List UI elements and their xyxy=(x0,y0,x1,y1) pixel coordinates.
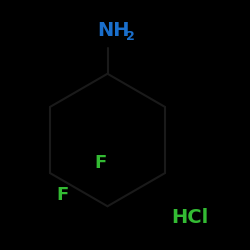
Text: 2: 2 xyxy=(126,30,135,43)
Text: F: F xyxy=(56,186,68,204)
Text: HCl: HCl xyxy=(172,208,208,227)
Text: NH: NH xyxy=(98,20,130,40)
Text: F: F xyxy=(94,154,106,172)
